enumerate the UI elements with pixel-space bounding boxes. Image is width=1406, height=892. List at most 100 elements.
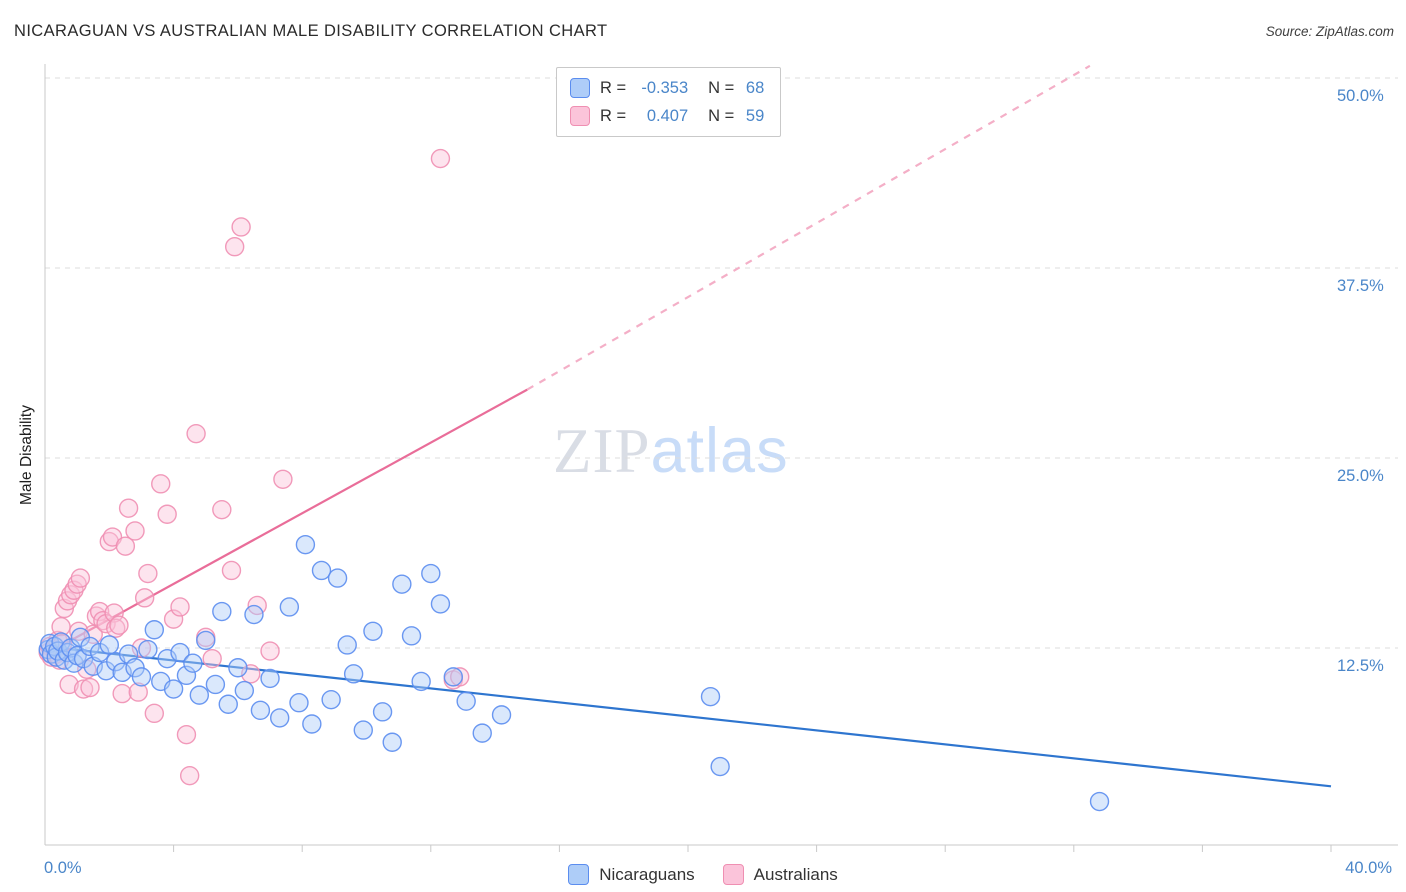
scatter-point-nicaraguans (382, 732, 402, 752)
scatter-point-nicaraguans (99, 635, 120, 655)
scatter-point-nicaraguans (700, 686, 721, 707)
legend-label-nicaraguans: Nicaraguans (599, 864, 695, 884)
scatter-point-nicaraguans (456, 691, 476, 711)
scatter-point-nicaraguans (244, 604, 264, 625)
scatter-point-nicaraguans (295, 534, 316, 555)
scatter-point-nicaraguans (321, 689, 341, 710)
scatter-point-nicaraguans (212, 601, 232, 622)
scatter-point-australians (80, 677, 100, 698)
scatter-point-nicaraguans (144, 620, 165, 640)
scatter-point-nicaraguans (170, 642, 190, 663)
scatter-point-nicaraguans (311, 560, 332, 581)
n-label: N = (708, 78, 735, 97)
r-value-australians: 0.407 (646, 106, 689, 125)
scatter-point-nicaraguans (289, 693, 309, 713)
scatter-point-nicaraguans (353, 720, 373, 740)
series-legend: Nicaraguans Australians (0, 864, 1406, 885)
australians-swatch (722, 864, 744, 885)
scatter-point-australians (70, 568, 91, 588)
scatter-point-nicaraguans (234, 680, 255, 701)
nicaraguans-swatch (568, 864, 590, 885)
scatter-point-nicaraguans (189, 685, 210, 705)
scatter-point-australians (231, 217, 251, 237)
legend-label-australians: Australians (753, 864, 838, 884)
scatter-point-nicaraguans (131, 667, 152, 687)
scatter-point-australians (51, 617, 71, 637)
scatter-point-nicaraguans (218, 694, 238, 714)
scatter-point-nicaraguans (421, 563, 441, 584)
source-attribution: Source: ZipAtlas.com (1265, 24, 1394, 39)
scatter-point-nicaraguans (443, 667, 464, 687)
trend-line-australians (50, 388, 528, 653)
scatter-point-australians (273, 469, 293, 489)
scatter-point-nicaraguans (472, 723, 492, 743)
scatter-point-australians (128, 682, 148, 702)
watermark-zip: ZIP (553, 416, 651, 486)
scatter-point-australians (157, 504, 177, 524)
y-tick-label: 25.0% (1337, 467, 1384, 485)
r-value-nicaraguans: -0.353 (641, 78, 689, 97)
scatter-point-nicaraguans (51, 632, 71, 652)
scatter-point-nicaraguans (302, 714, 322, 734)
scatter-point-nicaraguans (138, 639, 158, 660)
page-title: NICARAGUAN VS AUSTRALIAN MALE DISABILITY… (14, 22, 608, 40)
scatter-point-nicaraguans (710, 756, 730, 777)
scatter-point-australians (170, 597, 190, 617)
scatter-point-nicaraguans (411, 671, 431, 692)
legend-row-australians: R = 0.407 N = 59 (570, 106, 764, 126)
scatter-point-australians (104, 603, 124, 623)
scatter-point-australians (202, 648, 222, 669)
scatter-point-australians (73, 679, 94, 699)
r-label: R = (600, 106, 627, 125)
scatter-point-nicaraguans (163, 679, 184, 699)
scatter-point-australians (221, 560, 242, 581)
correlation-legend: R = -0.353 N = 68 R = 0.407 N = 59 (556, 67, 782, 137)
scatter-point-australians (224, 237, 245, 257)
scatter-point-nicaraguans (372, 702, 393, 722)
n-label: N = (708, 106, 735, 125)
scatter-point-nicaraguans (279, 597, 300, 617)
scatter-point-nicaraguans (1089, 791, 1110, 812)
scatter-point-nicaraguans (269, 708, 290, 728)
scatter-point-nicaraguans (327, 568, 348, 588)
scatter-point-nicaraguans (343, 664, 364, 684)
scatter-point-australians (138, 563, 158, 584)
scatter-point-australians (186, 423, 206, 444)
scatter-point-nicaraguans (392, 574, 412, 594)
watermark-atlas: atlas (650, 416, 789, 486)
scatter-point-australians (163, 609, 184, 629)
scatter-point-nicaraguans (228, 658, 248, 678)
legend-item-australians: Australians (722, 864, 838, 885)
scatter-point-nicaraguans (205, 674, 226, 695)
n-value-nicaraguans: 68 (745, 78, 765, 97)
scatter-point-nicaraguans (363, 621, 383, 641)
scatter-point-australians (212, 499, 232, 520)
scatter-point-australians (118, 498, 139, 518)
scatter-point-australians (450, 667, 470, 687)
y-tick-label: 50.0% (1337, 87, 1384, 105)
nicaraguans-swatch (570, 78, 590, 98)
scatter-point-australians (179, 765, 200, 786)
scatter-point-australians (134, 588, 155, 608)
scatter-point-australians (125, 521, 145, 541)
scatter-point-australians (106, 618, 126, 638)
scatter-point-nicaraguans (80, 636, 100, 657)
scatter-point-nicaraguans (250, 700, 271, 721)
scatter-point-australians (151, 474, 171, 494)
scatter-point-australians (115, 536, 136, 556)
scatter-point-nicaraguans (61, 638, 81, 658)
scatter-point-australians (144, 703, 165, 724)
scatter-point-australians (430, 148, 451, 169)
legend-row-nicaraguans: R = -0.353 N = 68 (570, 78, 764, 98)
scatter-point-australians (260, 641, 280, 661)
scatter-point-nicaraguans (176, 665, 197, 686)
scatter-point-nicaraguans (337, 635, 357, 655)
scatter-point-australians (112, 683, 132, 704)
scatter-point-nicaraguans (183, 653, 203, 673)
australians-swatch (570, 106, 590, 126)
scatter-point-nicaraguans (89, 642, 110, 663)
x-axis-max-label: 40.0% (1345, 859, 1392, 877)
legend-item-nicaraguans: Nicaraguans (568, 864, 695, 885)
